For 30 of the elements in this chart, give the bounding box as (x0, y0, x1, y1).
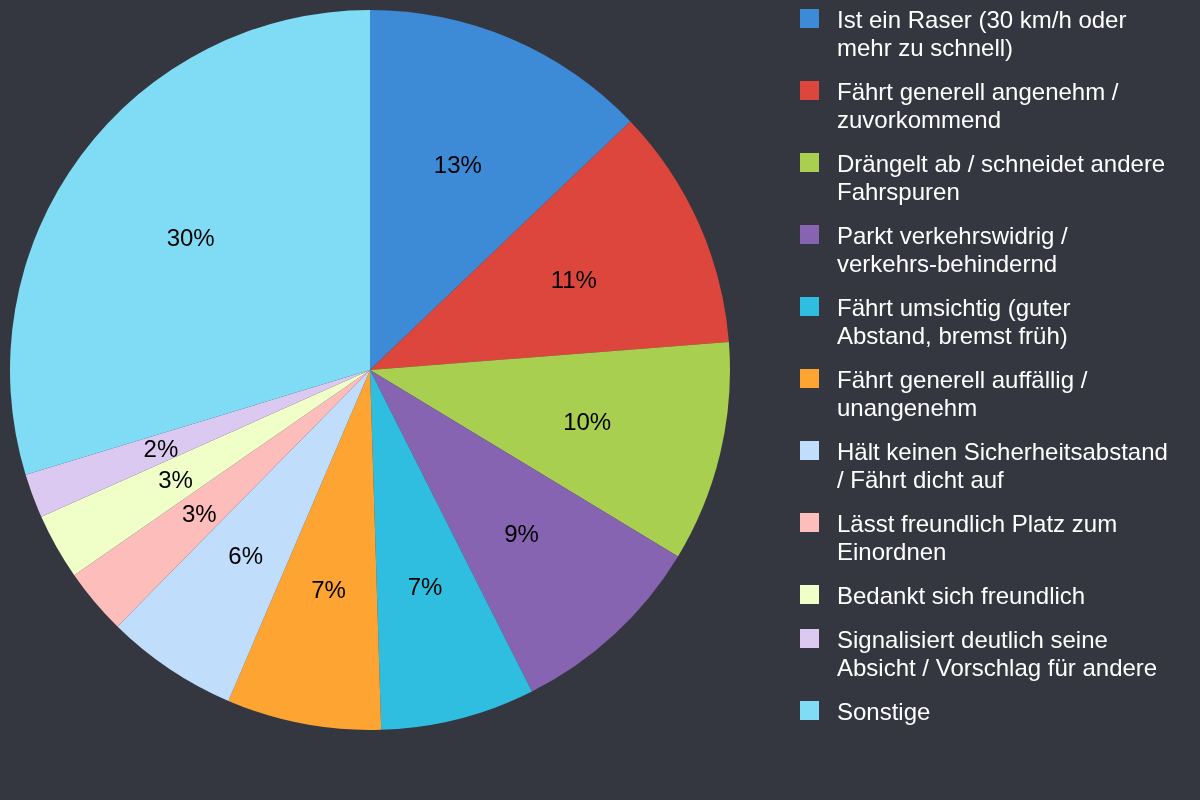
data-label: 9% (504, 520, 539, 548)
legend-label: Fährt generell angenehm / zuvorkommend (837, 78, 1119, 133)
legend-label: Parkt verkehrswidrig / verkehrs-behindernd (837, 222, 1069, 277)
pie-slice (74, 370, 370, 627)
data-label: 11% (550, 265, 597, 293)
pie-slice (228, 370, 382, 730)
legend-label: Signalisiert deutlich seine Absicht / Vorschlag für andere (837, 626, 1158, 681)
data-label: 3% (181, 500, 217, 528)
data-label: 2% (143, 434, 179, 462)
data-label: 7% (407, 572, 443, 600)
legend-label: Ist ein Raser (30 km/h oder mehr zu schnell) (837, 6, 1127, 61)
legend-label: Bedankt sich freundlich (837, 582, 1086, 609)
pie-slice (370, 342, 730, 557)
data-label: 7% (311, 575, 346, 603)
pie-slice (117, 370, 370, 701)
pie-slice (41, 370, 370, 576)
legend-label: Hält keinen Sicherheitsabstand / Fährt dicht auf (837, 438, 1168, 493)
legend-label: Fährt umsichtig (guter Abstand, bremst früh) (837, 294, 1071, 349)
legend-label: Drängelt ab / schneidet andere Fahrspuren (837, 150, 1166, 205)
legend-label: Lässt freundlich Platz zum Einordnen (837, 510, 1118, 565)
legend-label: Fährt generell auffällig / unangenehm (837, 366, 1088, 421)
legend-label: Sonstige (837, 698, 931, 725)
pie-slice (370, 10, 631, 370)
data-label: 13% (433, 151, 482, 179)
data-label: 3% (158, 466, 193, 494)
pie-slice (370, 121, 729, 370)
data-label: 10% (563, 408, 612, 436)
pie-slice (370, 370, 678, 692)
data-label: 6% (228, 541, 263, 569)
data-label: 30% (166, 223, 215, 251)
